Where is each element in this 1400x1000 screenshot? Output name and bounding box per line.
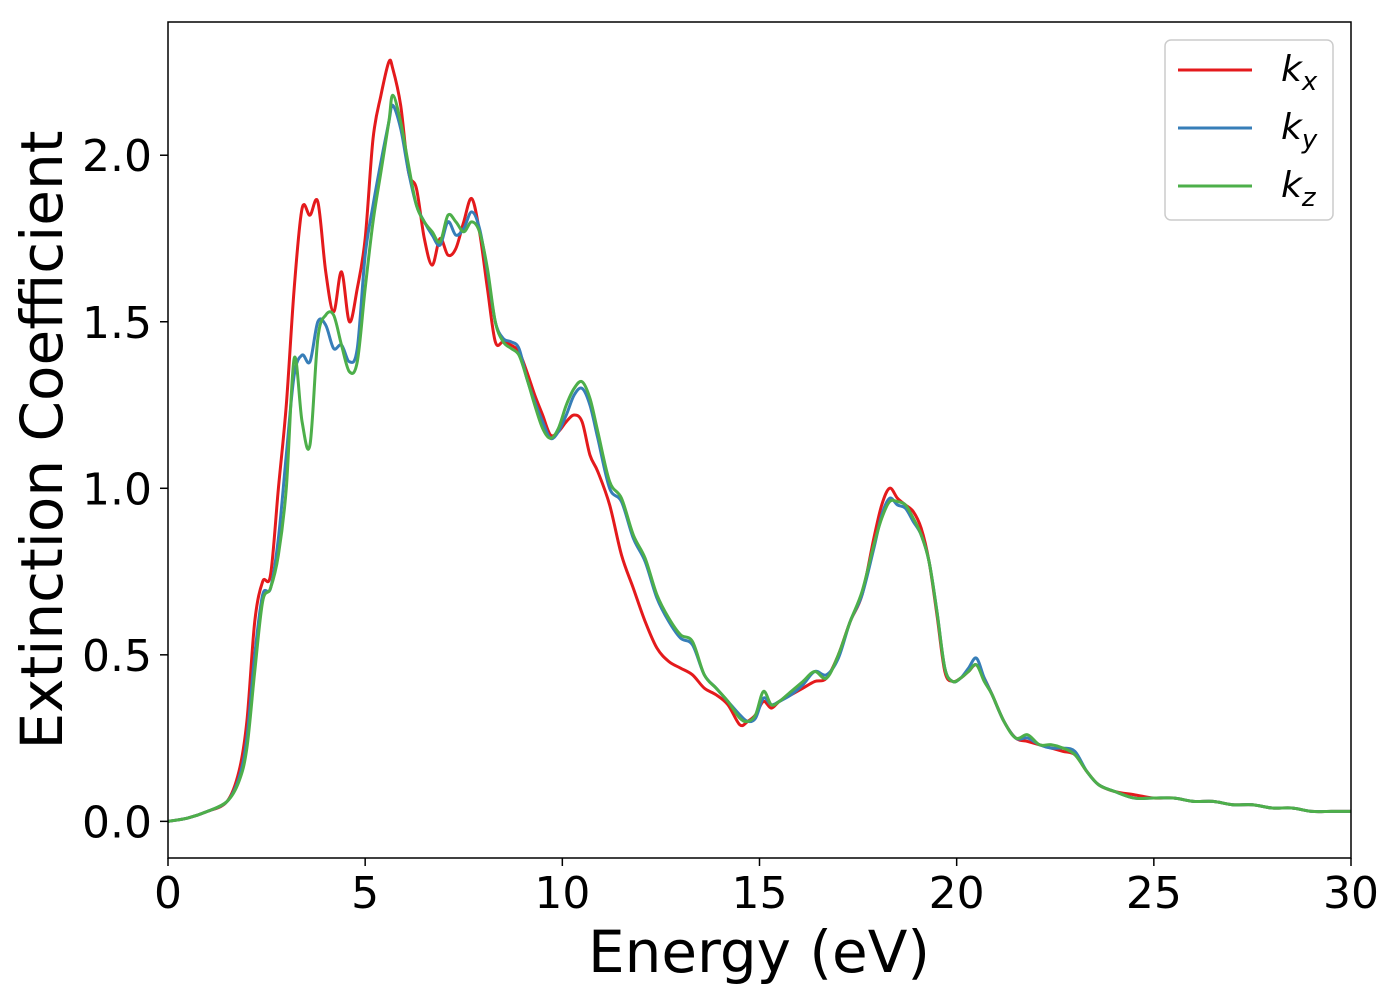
x-tick-label: 25 [1126, 868, 1182, 919]
y-tick-label: 0.0 [82, 797, 152, 848]
x-tick-label: 30 [1323, 868, 1379, 919]
y-axis-title: Extinction Coefficient [8, 131, 76, 750]
x-axis-ticks: 0 5 10 15 20 25 30 [154, 858, 1379, 919]
y-axis-ticks: 0.0 0.5 1.0 1.5 2.0 [82, 131, 168, 848]
series-line-kx [167, 58, 1351, 823]
x-tick-label: 5 [351, 868, 379, 919]
x-tick-label: 10 [534, 868, 590, 919]
x-tick-label: 15 [732, 868, 788, 919]
x-axis-title: Energy (eV) [588, 918, 930, 986]
series-line-kz [167, 93, 1351, 823]
legend-box [1164, 39, 1334, 221]
y-tick-label: 1.5 [82, 298, 152, 349]
legend-label-kx: kx [1281, 49, 1318, 97]
series-line-ky [167, 103, 1351, 823]
y-tick-label: 2.0 [82, 131, 152, 182]
x-tick-label: 0 [154, 868, 182, 919]
x-tick-label: 20 [929, 868, 985, 919]
legend-label-ky: ky [1281, 107, 1318, 155]
y-tick-label: 0.5 [82, 631, 152, 682]
series-layer [167, 58, 1351, 823]
y-tick-label: 1.0 [82, 464, 152, 515]
